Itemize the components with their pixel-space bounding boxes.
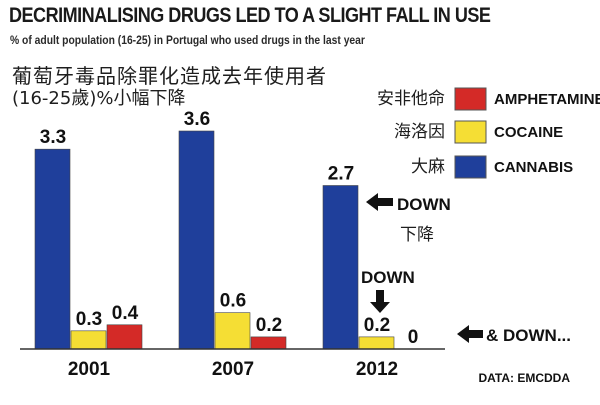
bar-cannabis-2012 (322, 185, 359, 350)
value-label-cannabis-2007: 3.6 (184, 109, 210, 130)
chart-bars: 3.3 0.3 0.4 3.6 0.6 0.2 2.7 0.2 0 (34, 109, 419, 350)
bar-amphetamine-2001 (106, 324, 143, 350)
chart-subtitle: % of adult population (16-25) in Portuga… (10, 33, 365, 47)
legend-cn-label-cannabis: 大麻 (411, 157, 445, 177)
chinese-title-line-1: 葡萄牙毒品除罪化造成去年使用者 (12, 64, 327, 88)
x-axis-labels: 2001 2007 2012 (68, 359, 398, 380)
down-arrow-icon (370, 290, 390, 313)
legend-label-cocaine: COCAINE (494, 124, 563, 141)
x-tick-label-2012: 2012 (356, 359, 398, 380)
value-label-cocaine-2001: 0.3 (76, 309, 102, 330)
data-source: DATA: EMCDDA (478, 371, 570, 385)
value-label-amphetamine-2007: 0.2 (256, 315, 282, 336)
legend-cn-label-amphetamine: 安非他命 (377, 89, 445, 109)
chart-title: DECRIMINALISING DRUGS LED TO A SLIGHT FA… (9, 4, 491, 27)
legend-swatch-cocaine (454, 120, 487, 144)
bar-cocaine-2012 (358, 336, 395, 350)
legend-swatch-amphetamine (454, 87, 487, 111)
legend-cn-label-cocaine: 海洛因 (394, 122, 445, 142)
legend-swatch-cannabis (454, 155, 487, 179)
value-label-cannabis-2012: 2.7 (328, 164, 354, 185)
legend-label-amphetamine: AMPHETAMINE (494, 91, 600, 108)
x-tick-label-2007: 2007 (212, 359, 254, 380)
chart-legend: 安非他命 AMPHETAMINE 海洛因 COCAINE 大麻 CANNABIS (377, 87, 600, 179)
left-arrow-icon (457, 325, 483, 343)
value-label-amphetamine-2001: 0.4 (112, 303, 139, 324)
bar-cannabis-2007 (178, 130, 215, 350)
bar-amphetamine-2007 (250, 336, 287, 350)
down-annotation-cannabis-cn: 下降 (400, 225, 434, 245)
x-tick-label-2001: 2001 (68, 359, 111, 380)
value-label-cocaine-2007: 0.6 (220, 291, 246, 312)
value-label-amphetamine-2012: 0 (408, 327, 419, 348)
legend-label-cannabis: CANNABIS (494, 159, 573, 176)
chart-annotations: DOWN 下降 DOWN & DOWN... (361, 193, 571, 345)
bar-cocaine-2007 (214, 312, 251, 350)
down-annotation-cannabis: DOWN (397, 195, 451, 214)
down-annotation-cocaine: DOWN (361, 268, 415, 287)
down-annotation-amphetamine: & DOWN... (486, 326, 571, 345)
chinese-title-line-2: (16-25歲)%小幅下降 (12, 88, 186, 109)
value-label-cannabis-2001: 3.3 (40, 127, 66, 148)
value-label-cocaine-2012: 0.2 (364, 315, 390, 336)
bar-cocaine-2001 (70, 330, 107, 350)
bar-cannabis-2001 (34, 148, 71, 350)
left-arrow-icon (366, 193, 393, 211)
